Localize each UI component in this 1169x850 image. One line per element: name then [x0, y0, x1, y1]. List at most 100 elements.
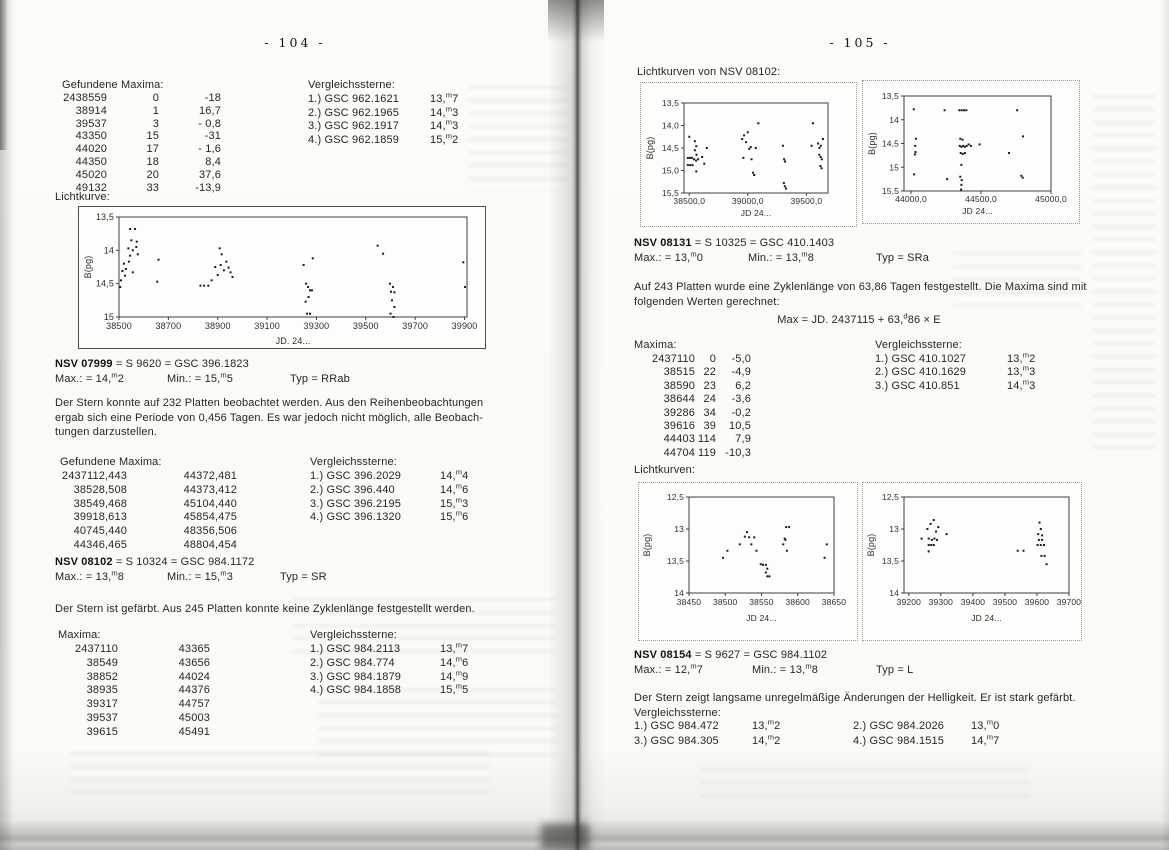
table-cell: 4.) GSC 984.1515 — [853, 734, 945, 747]
type-value: Typ = RRab — [290, 373, 350, 385]
star-entry-title: NSV 08131 = S 10325 = GSC 410.1403 — [634, 237, 834, 249]
table-cell: 48804,454 — [183, 538, 237, 551]
scan-right-edge-shadow — [1161, 0, 1169, 850]
table-cell: -10,3 — [725, 446, 751, 459]
svg-text:13,5: 13,5 — [667, 556, 684, 566]
scan-left-edge-shadow — [0, 0, 14, 850]
lightcurve-figure-1: 38500 38700 38900 39100 39300 39500 39700 39900… — [78, 206, 486, 349]
x-axis-label: JD 24... — [971, 613, 1002, 623]
table-cell: 119 — [698, 446, 716, 459]
svg-text:13: 13 — [674, 524, 684, 534]
svg-text:38700: 38700 — [155, 321, 181, 331]
svg-text:39500: 39500 — [353, 321, 379, 331]
table-cell: 20 — [146, 168, 159, 181]
table-cell: 2.) GSC 410.1629 — [875, 366, 967, 379]
star-entry-title: NSV 08102 = S 10324 = GSC 984.1172 — [55, 556, 254, 568]
found-maxima-table: 2437112,443 44372,481 38528,508 44373,412 38… — [57, 470, 237, 553]
svg-text:38500: 38500 — [106, 321, 132, 331]
max-value: Max.: = 13,m8 — [55, 568, 125, 583]
x-axis-label: JD. 24... — [276, 336, 311, 346]
svg-text:39300: 39300 — [929, 597, 954, 607]
svg-text:39700: 39700 — [1057, 597, 1081, 607]
svg-text:14,5: 14,5 — [96, 279, 114, 289]
table-cell: 44757 — [178, 698, 210, 711]
bleedthrough-smudge — [700, 768, 1030, 804]
svg-text:39000,0: 39000,0 — [732, 196, 764, 206]
bleedthrough-smudge — [70, 752, 490, 800]
table-cell: 1.) GSC 396.2029 — [310, 470, 402, 482]
table-cell: 14,m9 — [440, 667, 469, 683]
table-cell: 13,m3 — [1007, 363, 1036, 379]
table-cell: 2.) GSC 984.774 — [310, 656, 395, 669]
star-name: NSV 08131 — [634, 237, 692, 249]
svg-text:39500,0: 39500,0 — [790, 196, 822, 206]
data-points — [722, 526, 828, 578]
table-cell: -0,2 — [731, 406, 751, 419]
star-identifiers: = S 9620 = GSC 396.1823 — [112, 358, 249, 370]
table-cell: 1.) GSC 984.472 — [634, 720, 719, 732]
table-cell: 2.) GSC 984.2026 — [853, 720, 945, 732]
svg-text:14: 14 — [674, 588, 684, 598]
svg-text:39100: 39100 — [254, 321, 280, 331]
table-cell: 43365 — [178, 643, 210, 655]
table-cell: 39537 — [75, 117, 107, 130]
table-cell: 1.) GSC 984.2113 — [310, 643, 401, 655]
table-cell: 44704 — [663, 446, 695, 459]
table-cell: 2437112,443 — [61, 470, 127, 482]
table-cell: 1.) GSC 962.1621 — [308, 93, 400, 105]
maxima-title: Maxima: — [58, 629, 101, 641]
star-identifiers: = S 9627 = GSC 984.1102 — [691, 649, 828, 661]
table-cell: -5,0 — [731, 353, 751, 365]
star-maxmin-line: Max.: = 13,m8 Min.: = 15,m3 Typ = SR — [55, 568, 515, 585]
table-cell: 114 — [698, 433, 716, 446]
table-cell: 7,9 — [735, 433, 751, 446]
data-points — [912, 108, 1024, 191]
table-cell: 44020 — [75, 143, 107, 156]
table-cell: 3 — [152, 117, 159, 130]
star-name: NSV 08154 — [634, 649, 692, 661]
page-gutter-shadow-bottom — [541, 824, 589, 850]
table-cell: 39286 — [663, 406, 695, 419]
svg-text:39900: 39900 — [452, 321, 478, 331]
svg-text:38600: 38600 — [786, 597, 811, 607]
x-axis-label: JD 24... — [962, 206, 993, 216]
table-cell: 6,2 — [735, 379, 751, 392]
x-axis-ticks: 44000,0 44500,0 45000,0 — [895, 191, 1067, 204]
table-cell: 14,m2 — [752, 731, 781, 747]
svg-text:15,5: 15,5 — [882, 186, 899, 196]
table-cell: 39317 — [86, 698, 118, 711]
max-value: Max.: = 12,m7 — [634, 661, 704, 676]
table-cell: 44372,481 — [183, 470, 237, 482]
svg-text:13: 13 — [889, 524, 899, 534]
svg-text:44000,0: 44000,0 — [895, 194, 927, 204]
x-axis-ticks: 38450 38500 38550 38600 38650 — [677, 593, 846, 607]
table-cell: 15,m3 — [440, 494, 469, 510]
lightcurves-label: Lichtkurven: — [634, 464, 696, 476]
maxima-table: 2437110 43365 38549 43656 38852 44024 38935 443… — [56, 643, 210, 740]
table-cell: 2438559 — [63, 92, 107, 104]
svg-text:14,0: 14,0 — [662, 121, 679, 131]
table-cell: 13,m7 — [440, 640, 469, 655]
table-cell: 40745,440 — [73, 525, 127, 538]
star-maxmin-line: Max.: = 14,m2 Min.: = 15,m5 Typ = RRab — [55, 371, 515, 387]
table-cell: 38590 — [663, 379, 695, 392]
min-value: Min.: = 13,m8 — [752, 661, 819, 676]
scatter-plot-svg: 39200 39300 39400 39500 39600 39700 12,5 13 13,5… — [866, 492, 1081, 623]
table-cell: 3.) GSC 410.851 — [875, 379, 960, 392]
lightcurve-label: Lichtkurve: — [55, 191, 110, 203]
table-cell: 39918,613 — [73, 511, 127, 524]
data-points — [686, 122, 824, 190]
y-axis-ticks: 13,5 14 14,5 15 15,5 — [882, 91, 904, 196]
table-cell: 8,4 — [205, 155, 221, 168]
table-cell: 39537 — [86, 711, 118, 724]
y-axis-label: B(pg) — [866, 534, 876, 557]
table-cell: 44373,412 — [183, 483, 237, 496]
scan-bottom-shadow — [0, 820, 1169, 850]
comparison-stars-title: Vergleichssterne: — [875, 339, 962, 351]
table-cell: 38644 — [663, 393, 695, 406]
table-cell: 14,m3 — [1007, 377, 1036, 392]
maxima-title: Maxima: — [634, 339, 677, 351]
min-value: Min.: = 15,m3 — [167, 568, 234, 583]
svg-text:15,5: 15,5 — [662, 188, 679, 198]
